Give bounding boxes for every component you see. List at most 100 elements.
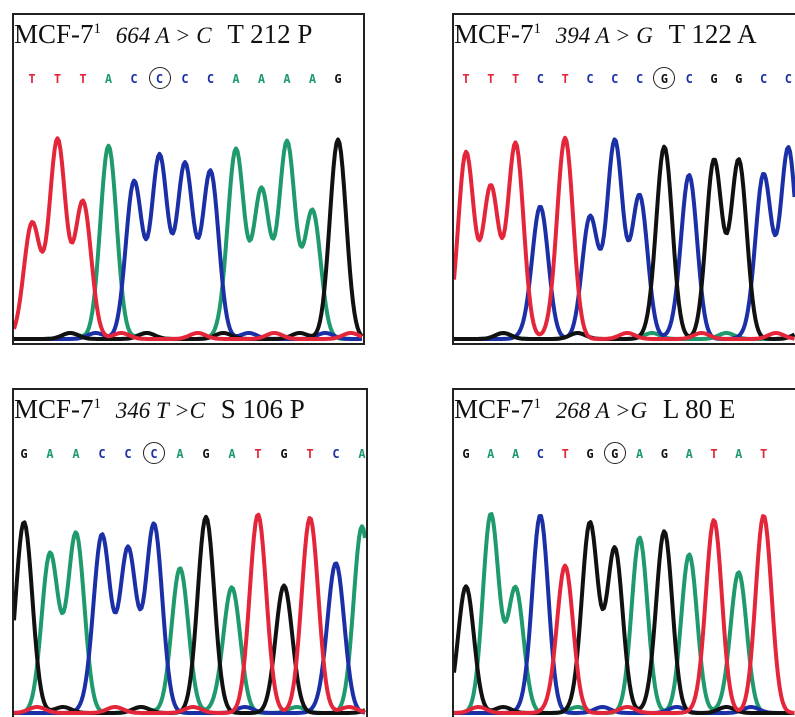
base-call: G bbox=[280, 447, 288, 461]
base-call: A bbox=[283, 72, 291, 86]
chromatogram-trace bbox=[454, 512, 795, 715]
base-call: T bbox=[759, 447, 768, 461]
base-call: A bbox=[228, 447, 236, 461]
trace-T bbox=[454, 135, 795, 341]
base-call: C bbox=[124, 447, 132, 461]
mutation-label: 394 A > G bbox=[555, 23, 653, 48]
base-call: A bbox=[735, 447, 743, 461]
mutation-circle bbox=[143, 442, 165, 464]
trace-T bbox=[454, 514, 795, 715]
panel-title: MCF-71 346 T >C S 106 P bbox=[14, 392, 305, 428]
trace-G bbox=[14, 514, 366, 715]
base-call: C bbox=[150, 447, 158, 461]
base-call: C bbox=[536, 72, 545, 86]
chromatogram-trace bbox=[14, 136, 363, 341]
base-call: A bbox=[635, 447, 644, 461]
base-call: C bbox=[98, 447, 106, 461]
amino-acid-change-label: T 212 P bbox=[227, 19, 313, 49]
base-call: A bbox=[511, 447, 520, 461]
base-call: C bbox=[784, 72, 793, 86]
base-call: A bbox=[257, 72, 266, 86]
trace-C bbox=[14, 151, 363, 341]
base-call: T bbox=[561, 72, 569, 86]
base-call: A bbox=[308, 72, 317, 86]
base-call: A bbox=[176, 447, 184, 461]
trace-C bbox=[454, 137, 795, 341]
base-call: A bbox=[487, 447, 495, 461]
trace-G bbox=[454, 144, 795, 341]
superscript: 1 bbox=[533, 396, 542, 412]
superscript: 1 bbox=[93, 21, 102, 37]
base-call: C bbox=[611, 72, 619, 86]
superscript: 1 bbox=[93, 396, 102, 412]
cell-line-label: MCF-7 bbox=[454, 394, 534, 424]
mutation-circle bbox=[148, 67, 171, 89]
base-call: C bbox=[536, 447, 545, 461]
base-call: T bbox=[53, 72, 62, 86]
trace-T bbox=[14, 136, 363, 341]
chromatogram-panel-4: MCF-71 268 A >G L 80 E G A A C T G G A G A T A T bbox=[452, 388, 795, 717]
base-call: A bbox=[232, 72, 240, 86]
amino-acid-change-label: L 80 E bbox=[662, 394, 736, 424]
base-call: A bbox=[46, 447, 54, 461]
mutation-label: 346 T >C bbox=[115, 398, 206, 423]
chromatogram-panel-2: MCF-71 394 A > G T 122 A T T T C T C C C G C G G C C bbox=[452, 13, 795, 345]
base-call: G bbox=[586, 447, 594, 461]
chromatogram-panel-3: MCF-71 346 T >C S 106 P G A A C C C A G A T G T C A bbox=[12, 388, 368, 717]
base-call: T bbox=[254, 447, 262, 461]
base-call: C bbox=[332, 447, 340, 461]
chromatogram-panel-1: MCF-71 664 A > C T 212 P T T T A C C C C A A A A G bbox=[12, 13, 365, 345]
base-call: G bbox=[20, 447, 28, 461]
cell-line-label: MCF-7 bbox=[14, 19, 94, 49]
base-call: C bbox=[586, 72, 594, 86]
base-call: G bbox=[462, 447, 470, 461]
chromatogram-trace bbox=[14, 512, 366, 715]
base-call: G bbox=[202, 447, 210, 461]
base-call: T bbox=[28, 72, 36, 86]
base-call: G bbox=[660, 72, 669, 86]
base-call: A bbox=[685, 447, 693, 461]
base-call: G bbox=[660, 447, 669, 461]
base-call: T bbox=[487, 72, 495, 86]
base-call: T bbox=[306, 447, 314, 461]
chromatogram-trace bbox=[454, 135, 795, 341]
base-call: C bbox=[155, 72, 164, 86]
base-call: C bbox=[181, 72, 189, 86]
base-call: C bbox=[130, 72, 138, 86]
base-call: T bbox=[462, 72, 470, 86]
base-call: T bbox=[511, 72, 520, 86]
base-call: G bbox=[735, 72, 743, 86]
trace-T bbox=[14, 512, 366, 715]
cell-line-label: MCF-7 bbox=[454, 19, 534, 49]
base-call: T bbox=[710, 447, 718, 461]
panel-title: MCF-71 268 A >G L 80 E bbox=[454, 392, 735, 428]
trace-A bbox=[454, 512, 795, 715]
mutation-label: 268 A >G bbox=[555, 398, 648, 423]
trace-G bbox=[14, 137, 363, 341]
base-call: A bbox=[358, 447, 366, 461]
mutation-label: 664 A > C bbox=[115, 23, 212, 48]
base-call: G bbox=[334, 72, 342, 86]
base-call: C bbox=[206, 72, 215, 86]
mutation-circle bbox=[653, 67, 676, 89]
panel-title: MCF-71 394 A > G T 122 A bbox=[454, 17, 757, 53]
amino-acid-change-label: T 122 A bbox=[668, 19, 757, 49]
base-call: A bbox=[72, 447, 80, 461]
base-call: C bbox=[635, 72, 644, 86]
panel-title: MCF-71 664 A > C T 212 P bbox=[14, 17, 312, 53]
base-call: A bbox=[104, 72, 113, 86]
base-call: G bbox=[710, 72, 718, 86]
cell-line-label: MCF-7 bbox=[14, 394, 94, 424]
superscript: 1 bbox=[533, 21, 542, 37]
mutation-circle bbox=[603, 442, 626, 464]
base-call: T bbox=[79, 72, 87, 86]
base-call: G bbox=[611, 447, 619, 461]
base-call: C bbox=[759, 72, 768, 86]
base-call: T bbox=[561, 447, 569, 461]
amino-acid-change-label: S 106 P bbox=[220, 394, 305, 424]
base-call: C bbox=[685, 72, 693, 86]
